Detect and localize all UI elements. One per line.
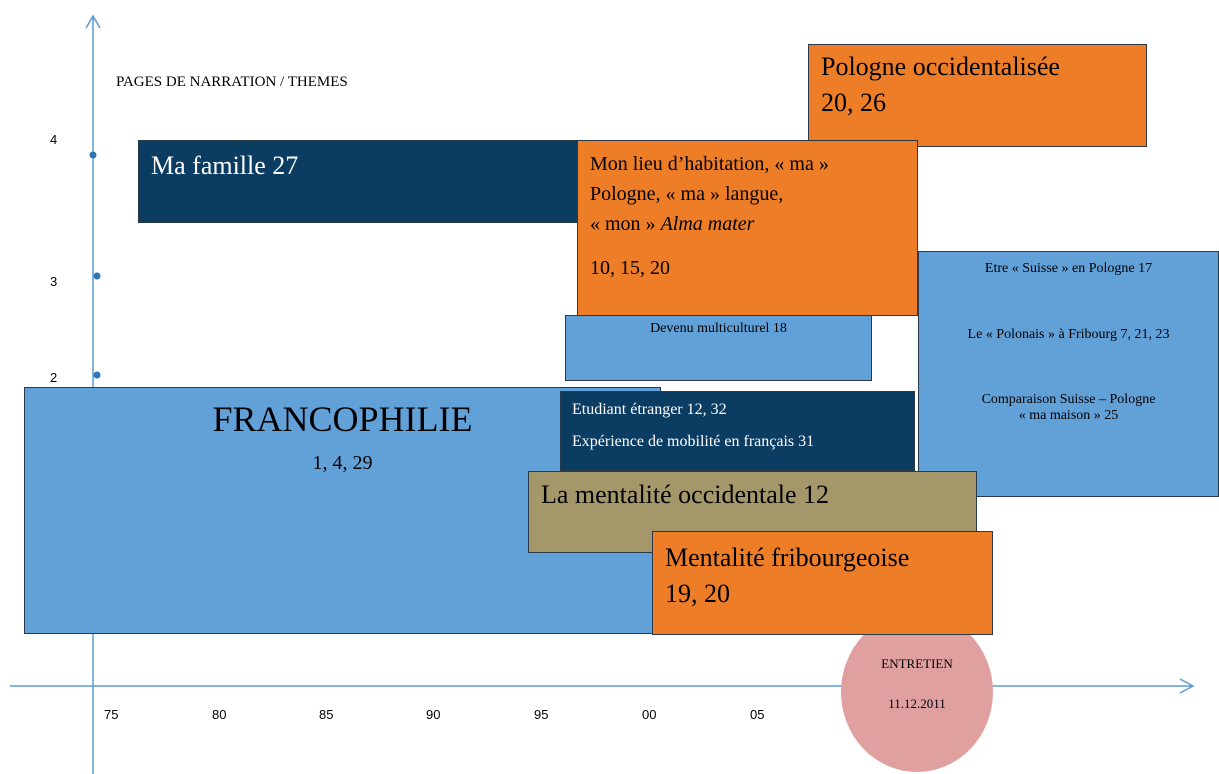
theme-text: Etudiant étranger 12, 32 <box>572 401 727 418</box>
x-tick: 05 <box>750 707 765 722</box>
theme-pages: 19, 20 <box>665 579 730 608</box>
theme-box: Mentalité fribourgeoise 19, 20 <box>652 531 993 635</box>
theme-text: Mentalité fribourgeoise <box>665 543 910 572</box>
theme-text: Etre « Suisse » en Pologne 17 <box>984 261 1153 276</box>
theme-text: Mon lieu d’habitation, « ma » <box>590 153 829 175</box>
theme-box: Pologne occidentalisée 20, 26 <box>808 44 1147 147</box>
theme-box: Devenu multiculturel 18 <box>565 315 872 381</box>
theme-text: « ma maison » 25 <box>1018 408 1119 423</box>
interview-date: 11.12.2011 <box>888 696 946 711</box>
theme-title: FRANCOPHILIE <box>212 399 473 439</box>
theme-pages: 20, 26 <box>821 88 886 117</box>
x-tick: 95 <box>534 707 549 722</box>
y-tick: 3 <box>50 274 58 289</box>
theme-text: Alma mater <box>660 213 755 235</box>
theme-text: Pologne occidentalisée <box>821 52 1060 81</box>
theme-text: Pologne, « ma » langue, <box>590 183 784 205</box>
y-axis-label: PAGES DE NARRATION / THEMES <box>116 74 348 90</box>
y-tick: 4 <box>50 132 58 147</box>
theme-pages: 10, 15, 20 <box>590 257 670 279</box>
theme-text: Ma famille 27 <box>151 151 299 180</box>
theme-text: « mon » <box>590 213 661 235</box>
theme-text: Comparaison Suisse – Pologne <box>981 392 1156 407</box>
interview-label: ENTRETIEN <box>881 656 953 671</box>
theme-text: La mentalité occidentale 12 <box>541 480 830 509</box>
theme-text: Le « Polonais » à Fribourg 7, 21, 23 <box>967 327 1170 342</box>
theme-text: Expérience de mobilité en français 31 <box>572 433 815 450</box>
theme-text: Devenu multiculturel 18 <box>650 321 787 336</box>
x-tick: 90 <box>426 707 441 722</box>
theme-pages: 1, 4, 29 <box>312 452 373 474</box>
theme-box: Etudiant étranger 12, 32 Expérience de m… <box>560 391 915 471</box>
theme-box: Ma famille 27 <box>138 140 580 223</box>
x-tick: 85 <box>319 707 334 722</box>
x-tick: 80 <box>212 707 227 722</box>
x-tick: 75 <box>104 707 119 722</box>
y-tick: 2 <box>50 370 58 385</box>
x-tick: 00 <box>642 707 657 722</box>
theme-box: Etre « Suisse » en Pologne 17 Le « Polon… <box>918 251 1219 497</box>
